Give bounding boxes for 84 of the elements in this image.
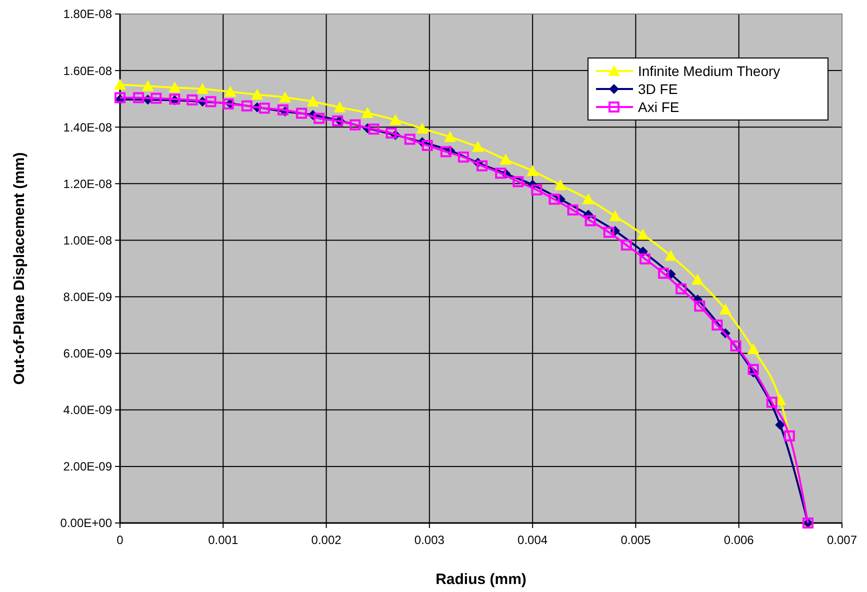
point bbox=[526, 164, 539, 176]
point bbox=[386, 128, 397, 139]
point bbox=[584, 215, 596, 226]
point bbox=[196, 82, 209, 94]
point bbox=[664, 250, 677, 261]
point bbox=[389, 114, 402, 126]
x-tick-label: 0 bbox=[116, 533, 124, 547]
y-tick-label: 1.00E-08 bbox=[63, 233, 112, 248]
point bbox=[168, 82, 181, 93]
y-tick-label: 1.20E-08 bbox=[63, 176, 112, 191]
point bbox=[368, 124, 380, 135]
point bbox=[747, 343, 760, 354]
point bbox=[334, 101, 346, 112]
point bbox=[251, 88, 264, 100]
point bbox=[458, 152, 469, 163]
y-tick-label: 6.00E-09 bbox=[63, 346, 112, 361]
point bbox=[241, 100, 252, 112]
y-tick-label: 1.40E-08 bbox=[63, 120, 112, 134]
point bbox=[258, 102, 270, 114]
x-tick-label: 0.007 bbox=[826, 533, 858, 547]
point bbox=[719, 304, 732, 315]
x-axis-title: Radius (mm) bbox=[436, 571, 526, 588]
x-tick-label: 0.004 bbox=[518, 533, 548, 547]
point bbox=[582, 193, 594, 204]
point bbox=[766, 396, 778, 408]
x-tick-label: 0.006 bbox=[724, 533, 754, 547]
y-tick-label: 0.00E+00 bbox=[60, 516, 112, 530]
point bbox=[639, 253, 650, 264]
point bbox=[314, 112, 325, 124]
point bbox=[495, 168, 506, 179]
y-tick-label: 1.60E-08 bbox=[63, 64, 112, 78]
point bbox=[500, 154, 512, 165]
point bbox=[548, 194, 560, 205]
point bbox=[603, 226, 614, 238]
point bbox=[712, 320, 723, 331]
point bbox=[512, 176, 524, 188]
point bbox=[306, 96, 319, 107]
point bbox=[658, 268, 670, 279]
point bbox=[416, 122, 428, 134]
point bbox=[609, 210, 622, 222]
point bbox=[784, 430, 795, 442]
point bbox=[404, 134, 416, 145]
point bbox=[186, 94, 198, 106]
point bbox=[422, 140, 433, 151]
point bbox=[472, 140, 484, 152]
x-tick-label: 0.001 bbox=[208, 533, 238, 547]
point bbox=[567, 204, 578, 216]
point bbox=[222, 98, 234, 110]
y-tick-label: 8.00E-09 bbox=[63, 290, 112, 304]
point bbox=[279, 91, 292, 102]
point bbox=[620, 240, 632, 251]
point bbox=[531, 184, 542, 196]
point bbox=[362, 106, 374, 118]
point bbox=[224, 86, 236, 97]
x-tick-label: 0.002 bbox=[311, 533, 342, 547]
legend-label: 3D FE bbox=[638, 80, 678, 97]
point bbox=[692, 274, 704, 285]
point bbox=[476, 160, 488, 172]
y-axis-title: Out-of-Plane Displacement (mm) bbox=[11, 152, 28, 385]
point bbox=[296, 108, 308, 119]
point bbox=[133, 92, 144, 104]
point bbox=[142, 80, 154, 92]
y-tick-label: 4.00E-09 bbox=[63, 403, 112, 418]
point bbox=[150, 92, 162, 104]
point bbox=[554, 179, 566, 190]
legend-label: Axi FE bbox=[638, 98, 680, 115]
point bbox=[114, 78, 126, 90]
legend-label: Infinite Medium Theory bbox=[638, 62, 780, 79]
y-tick-label: 1.80E-08 bbox=[63, 7, 112, 22]
point bbox=[332, 115, 344, 126]
point bbox=[730, 340, 742, 352]
point bbox=[440, 146, 452, 158]
point bbox=[205, 96, 216, 108]
point bbox=[748, 364, 759, 375]
point bbox=[444, 131, 456, 142]
point bbox=[694, 300, 706, 312]
y-tick-label: 2.00E-09 bbox=[63, 460, 112, 474]
point bbox=[350, 119, 361, 130]
point bbox=[636, 228, 649, 240]
point bbox=[676, 283, 687, 294]
point bbox=[277, 104, 288, 116]
x-tick-label: 0.005 bbox=[620, 533, 652, 547]
x-tick-label: 0.003 bbox=[414, 533, 445, 547]
point bbox=[775, 420, 786, 430]
